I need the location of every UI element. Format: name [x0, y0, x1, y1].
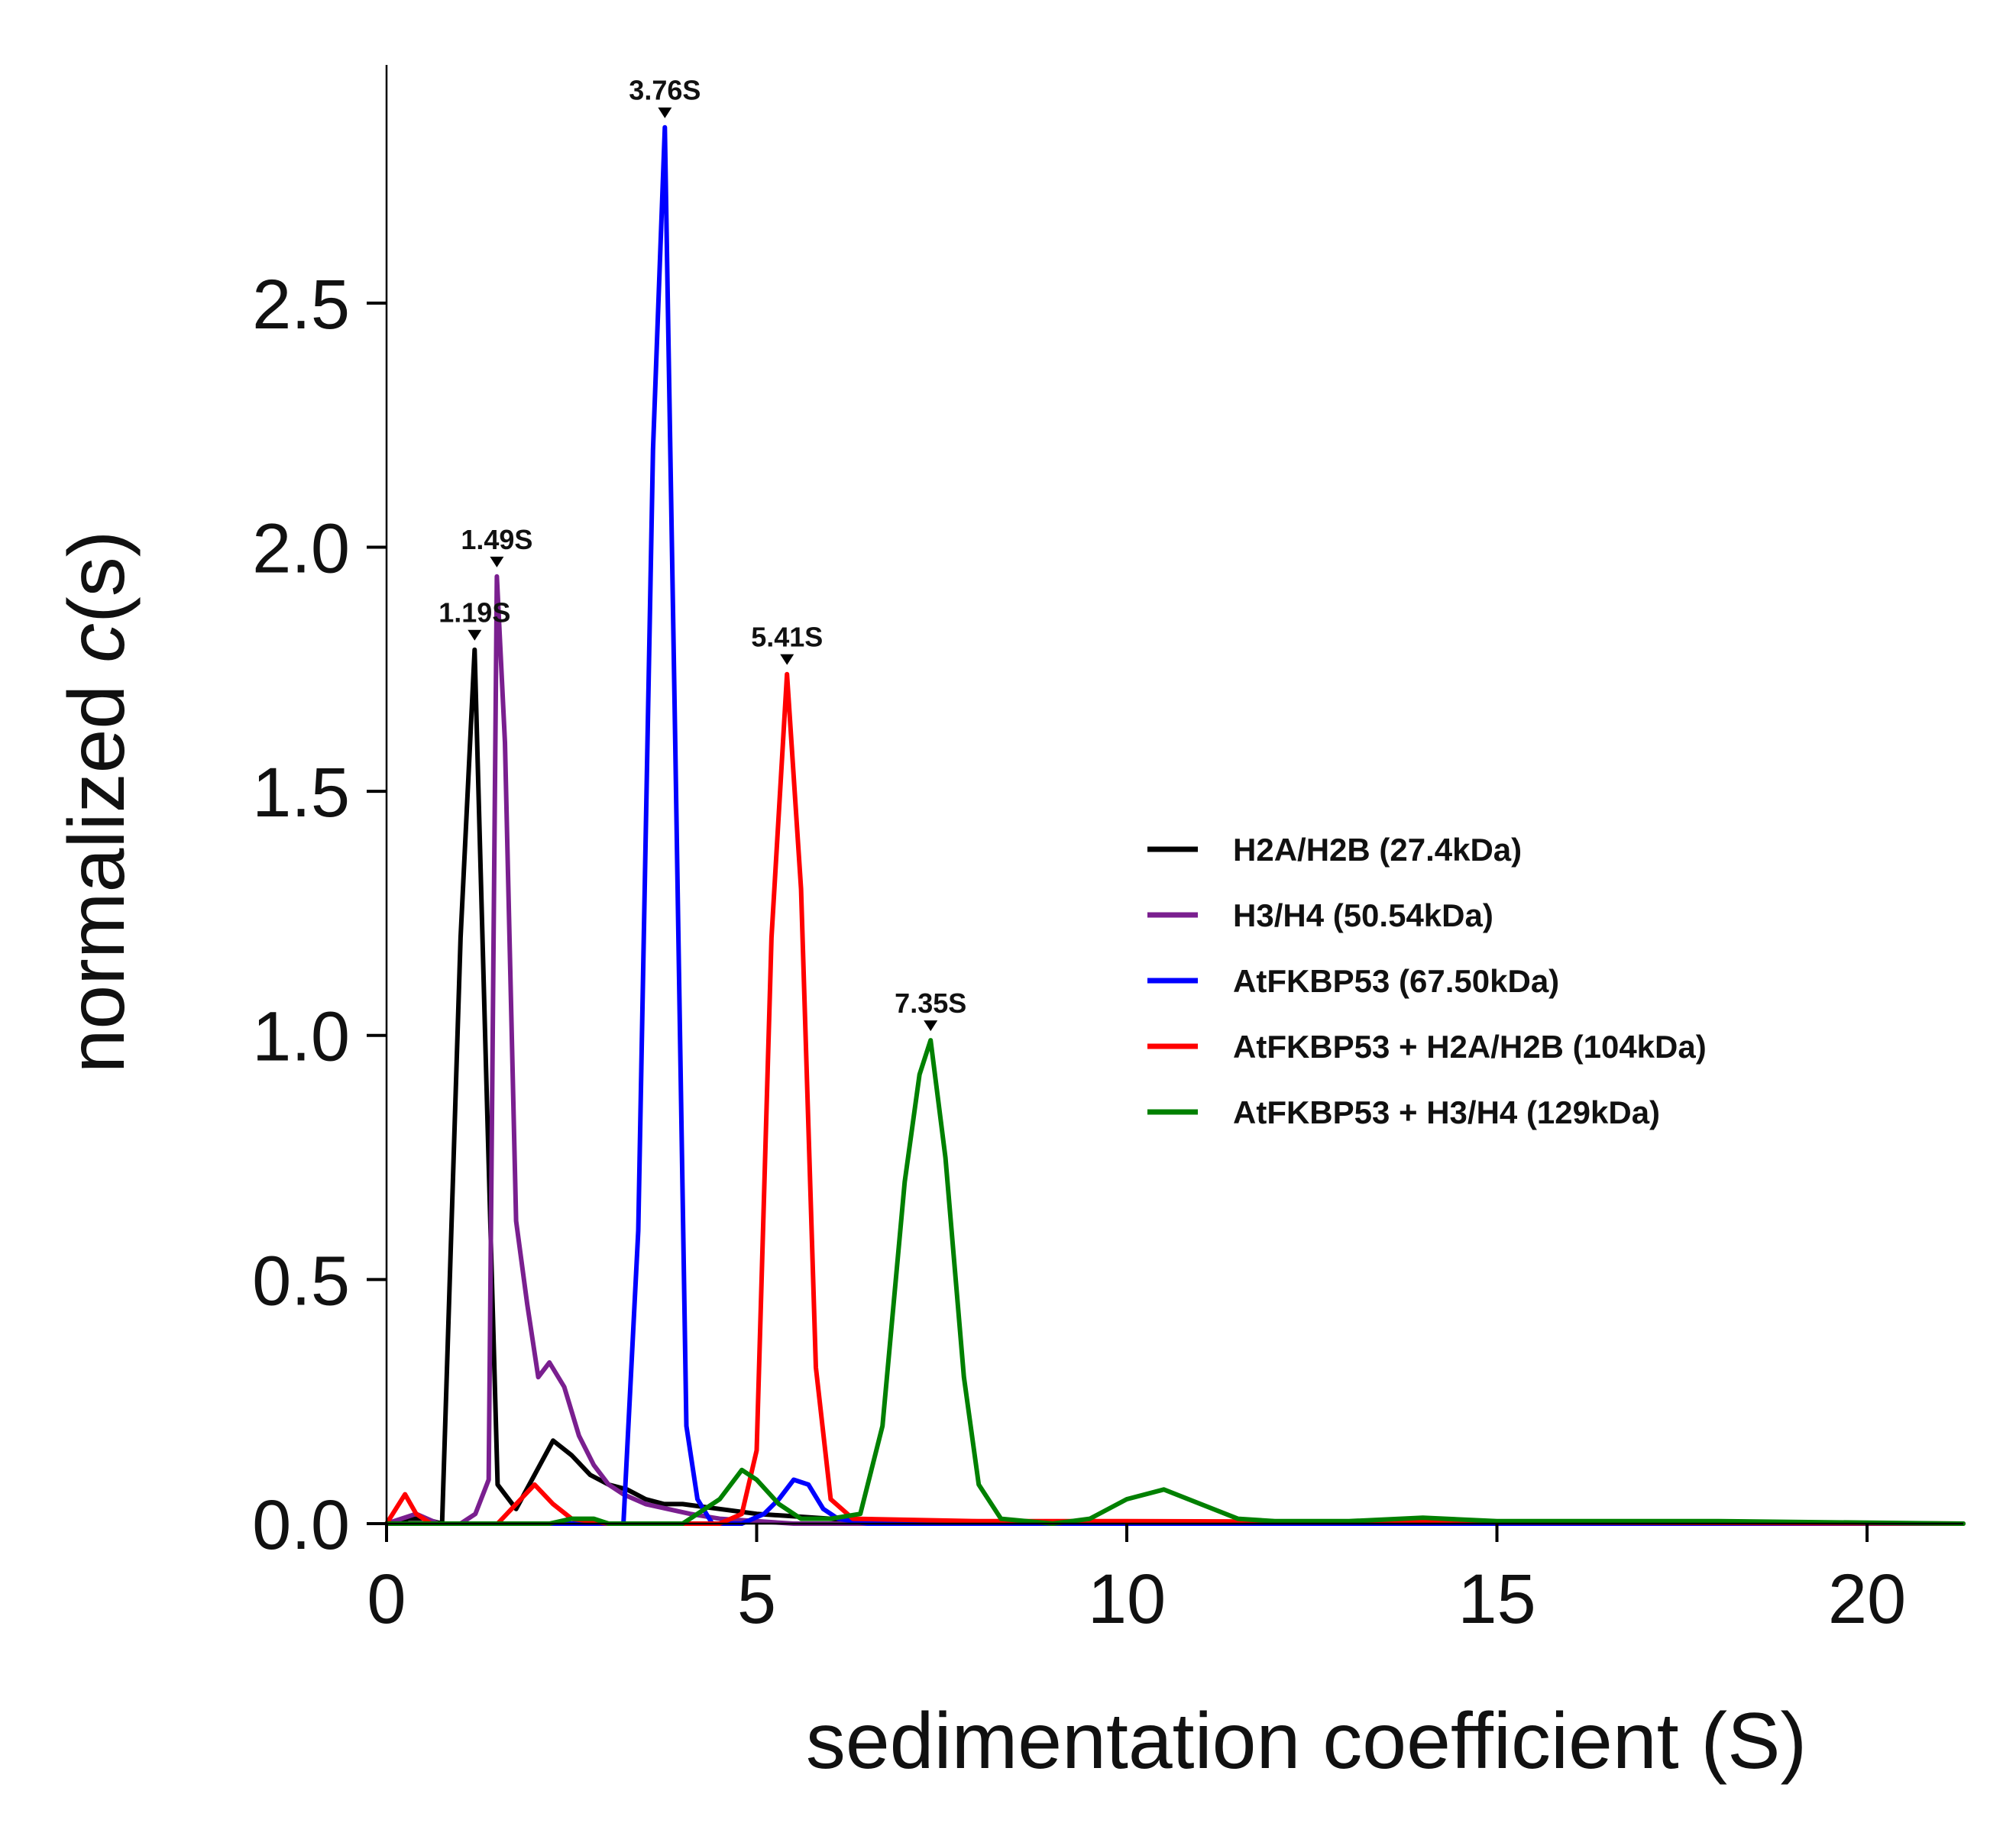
y-axis-title-suffix: (s) [53, 531, 141, 623]
peak-label: 1.19S [438, 597, 510, 629]
series-group [384, 124, 1966, 1526]
legend-label: AtFKBP53 (67.50kDa) [1233, 963, 1559, 999]
peak-marker [780, 654, 794, 665]
x-tick-label: 0 [367, 1560, 406, 1638]
y-axis-title-prefix: normalized [53, 663, 141, 1074]
legend-label: H3/H4 (50.54kDa) [1233, 897, 1493, 933]
annotations-group: 1.19S 1.49S 3.76S 5.41S 7.35S [438, 75, 966, 1032]
x-tick-label: 10 [1088, 1560, 1166, 1638]
y-tick-label: 0.0 [252, 1486, 350, 1564]
legend: H2A/H2B (27.4kDa) H3/H4 (50.54kDa) AtFKBP5… [1147, 832, 1707, 1130]
peak-marker [658, 107, 672, 118]
x-tick-label: 5 [737, 1560, 776, 1638]
series-line-3 [384, 124, 1966, 1526]
legend-label: AtFKBP53 + H3/H4 (129kDa) [1233, 1094, 1660, 1130]
peak-marker [490, 556, 504, 567]
legend-label: AtFKBP53 + H2A/H2B (104kDa) [1233, 1029, 1707, 1065]
peak-label: 5.41S [751, 622, 823, 653]
y-axis-title: normalized c(s) [53, 531, 141, 1074]
x-tick-label: 20 [1828, 1560, 1906, 1638]
y-axis-title-italic: c [53, 623, 141, 663]
y-tick-label: 1.0 [252, 998, 350, 1076]
series-line-2 [384, 574, 1966, 1526]
y-tick-label: 2.0 [252, 509, 350, 587]
series-line-4 [384, 671, 1966, 1526]
peak-label: 7.35S [895, 987, 966, 1019]
peak-marker [468, 629, 482, 641]
peak-marker [924, 1020, 938, 1032]
peak-label: 1.49S [461, 524, 532, 555]
x-tick-label: 15 [1458, 1560, 1535, 1638]
y-tick-label: 1.5 [252, 754, 350, 832]
y-tick-label: 0.5 [252, 1242, 350, 1320]
legend-label: H2A/H2B (27.4kDa) [1233, 832, 1522, 868]
y-tick-label: 2.5 [252, 266, 350, 344]
peak-label: 3.76S [629, 75, 701, 106]
axes-group: 0 5 10 15 20 0.0 0.5 1.0 1.5 2.0 2.5 [252, 65, 1963, 1638]
x-axis-title: sedimentation coefficient (S) [806, 1697, 1807, 1786]
series-line-1 [384, 647, 1966, 1526]
